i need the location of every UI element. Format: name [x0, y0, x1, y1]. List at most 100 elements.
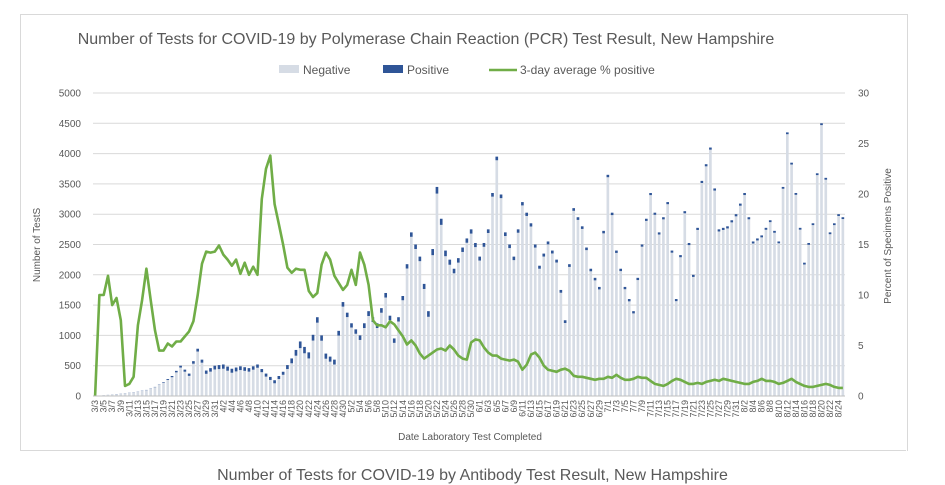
positive-bar	[401, 296, 404, 300]
positive-bar	[820, 123, 823, 125]
positive-bar	[436, 187, 439, 194]
positive-bar	[239, 366, 242, 370]
positive-bar	[444, 251, 447, 257]
negative-bar	[154, 387, 157, 396]
positive-bar	[624, 287, 627, 289]
negative-bar	[816, 175, 819, 396]
negative-bar	[444, 256, 447, 396]
positive-bar	[363, 323, 366, 328]
negative-bar	[282, 375, 285, 396]
negative-bar	[376, 328, 379, 396]
negative-bar	[508, 248, 511, 396]
negative-bar	[799, 230, 802, 396]
negative-bar	[534, 248, 537, 396]
negative-bar	[162, 383, 165, 396]
positive-bar	[333, 360, 336, 365]
positive-bar	[179, 366, 182, 368]
negative-bar	[790, 165, 793, 396]
negative-bar	[389, 320, 392, 396]
positive-bar	[641, 245, 644, 247]
positive-bar	[602, 231, 605, 233]
negative-bar	[350, 328, 353, 396]
negative-bar	[748, 219, 751, 396]
positive-bar	[671, 251, 674, 253]
positive-bar	[440, 219, 443, 225]
negative-bar	[568, 267, 571, 396]
negative-bar	[483, 247, 486, 396]
negative-bar	[312, 341, 315, 396]
positive-bar	[226, 367, 229, 371]
positive-bar	[248, 368, 251, 372]
negative-bar	[273, 383, 276, 396]
positive-bar	[709, 148, 712, 150]
negative-bar	[739, 206, 742, 396]
positive-bar	[803, 263, 806, 265]
positive-bar	[427, 311, 430, 317]
positive-bar	[538, 266, 541, 269]
negative-bar	[175, 372, 178, 396]
positive-bar	[389, 316, 392, 320]
negative-bar	[542, 257, 545, 396]
negative-bar	[414, 249, 417, 396]
positive-bar	[256, 364, 259, 367]
positive-bar	[265, 374, 268, 377]
positive-bar	[487, 229, 490, 233]
negative-bar	[269, 380, 272, 396]
negative-bar	[837, 216, 840, 396]
positive-bar	[782, 187, 785, 189]
negative-bar	[513, 260, 516, 396]
negative-bar	[436, 194, 439, 396]
bar-series	[98, 123, 844, 396]
negative-bar	[500, 198, 503, 396]
positive-bar	[658, 232, 661, 234]
y-tick-label: 4000	[59, 149, 82, 160]
negative-bar	[649, 195, 652, 396]
positive-bar	[705, 164, 708, 166]
negative-bar	[248, 372, 251, 396]
negative-bar	[431, 255, 434, 396]
negative-bar	[286, 369, 289, 396]
positive-bar	[329, 357, 332, 362]
y-tick-label: 5000	[59, 89, 82, 100]
positive-bar	[260, 369, 263, 372]
negative-bar	[743, 195, 746, 396]
negative-bar	[730, 222, 733, 396]
negative-bar	[410, 237, 413, 396]
negative-bar	[560, 293, 563, 396]
negative-bar	[184, 372, 187, 396]
negative-bar	[525, 216, 528, 396]
positive-bar	[166, 379, 169, 380]
negative-bar	[307, 358, 310, 396]
negative-bar	[158, 385, 161, 396]
legend-swatch	[279, 65, 299, 73]
negative-bar	[773, 233, 776, 396]
positive-bar	[577, 217, 580, 220]
negative-bar	[530, 227, 533, 396]
y2-tick-label: 5	[858, 341, 864, 352]
negative-bar	[696, 230, 699, 396]
negative-bar	[654, 215, 657, 396]
positive-bar	[320, 335, 323, 340]
positive-bar	[243, 367, 246, 371]
negative-bar	[662, 219, 665, 396]
negative-bar	[290, 363, 293, 396]
positive-bar	[196, 349, 199, 352]
positive-bar	[209, 368, 212, 372]
positive-bar	[790, 163, 793, 165]
positive-bar	[513, 257, 516, 261]
negative-bar	[457, 263, 460, 396]
positive-bar	[470, 229, 473, 233]
y-tick-label: 4500	[59, 119, 82, 130]
positive-bar	[290, 358, 293, 363]
negative-bar	[453, 273, 456, 396]
negative-bar	[842, 219, 845, 396]
negative-bar	[726, 228, 729, 396]
positive-bar	[649, 193, 652, 195]
positive-bar	[773, 231, 776, 233]
y-tick-label: 0	[75, 392, 81, 403]
positive-bar	[162, 382, 165, 383]
positive-bar	[726, 226, 729, 228]
positive-bar	[495, 157, 498, 161]
negative-bar	[632, 313, 635, 396]
